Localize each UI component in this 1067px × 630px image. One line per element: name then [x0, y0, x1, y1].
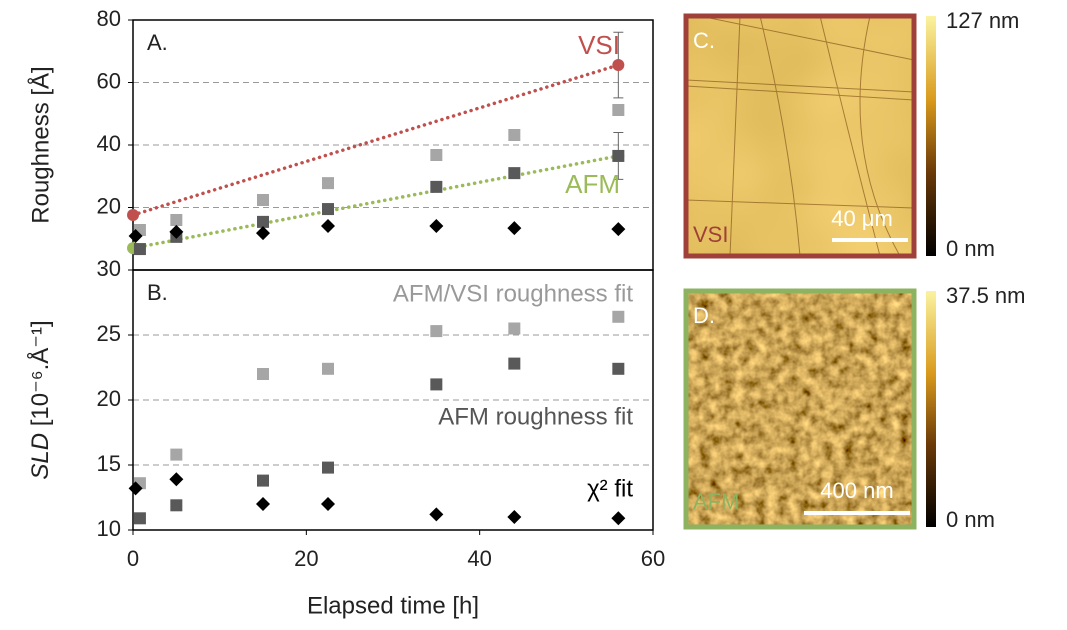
- marker: [257, 215, 269, 228]
- fit-line: [131, 154, 621, 250]
- y-axis-label: Roughness [Å]: [26, 66, 54, 223]
- image-label: AFM: [693, 489, 739, 514]
- image-c: C. VSI 40 μm 127 nm 0 nm: [683, 8, 1019, 261]
- marker: [257, 368, 269, 380]
- marker: [322, 362, 334, 375]
- marker: [429, 507, 444, 522]
- panel-label: D.: [693, 303, 715, 328]
- series-label: χ² fit: [587, 475, 633, 502]
- marker: [169, 224, 184, 239]
- marker: [170, 448, 183, 461]
- colorbar-min: 0 nm: [946, 236, 995, 261]
- image-d: D. AFM 400 nm 37.5 nm 0 nm: [683, 283, 1026, 532]
- marker: [322, 177, 334, 190]
- y-tick-label: 15: [97, 451, 121, 476]
- marker: [508, 167, 521, 180]
- marker: [430, 180, 443, 193]
- y-axis-label-unit: [10⁻⁶.Å⁻¹]: [26, 320, 54, 433]
- x-tick-label: 0: [127, 546, 139, 571]
- marker: [612, 59, 625, 71]
- marker: [612, 362, 625, 375]
- marker: [612, 104, 625, 116]
- image-border: [683, 13, 917, 259]
- colorbar-max: 37.5 nm: [946, 283, 1026, 308]
- marker: [322, 461, 334, 474]
- marker: [257, 194, 269, 206]
- x-tick-label: 20: [294, 546, 318, 571]
- scratches: [685, 15, 915, 257]
- y-tick-label: 10: [97, 516, 121, 541]
- panel-label: A.: [147, 30, 168, 55]
- marker: [321, 218, 335, 233]
- marker: [430, 325, 443, 338]
- x-axis-label: Elapsed time [h]: [307, 592, 479, 619]
- marker: [611, 511, 626, 526]
- colorbar-min: 0 nm: [946, 507, 995, 532]
- marker: [508, 322, 521, 335]
- marker: [133, 243, 146, 256]
- marker: [169, 472, 184, 487]
- image-border: [683, 288, 917, 530]
- marker: [507, 510, 522, 524]
- marker: [322, 203, 334, 216]
- series-label: AFM/VSI roughness fit: [393, 280, 633, 307]
- image-label: VSI: [693, 222, 728, 247]
- series-label: VSI: [578, 30, 620, 60]
- marker: [170, 214, 183, 226]
- panel-label: C.: [693, 28, 715, 53]
- marker: [128, 481, 143, 496]
- y-tick-label: 80: [97, 6, 121, 31]
- y-tick-label: 30: [97, 256, 121, 281]
- colorbar-max: 127 nm: [946, 8, 1019, 33]
- marker: [611, 222, 626, 237]
- marker: [128, 228, 143, 243]
- charts: 20 40 60 80 A. Roughness [Å] VSI AFM 10 15 20 25 30 0…: [26, 6, 665, 620]
- series-label: AFM roughness fit: [438, 403, 633, 430]
- marker: [612, 310, 625, 323]
- y-tick-label: 25: [97, 321, 121, 346]
- fit-line: [131, 63, 621, 217]
- marker: [321, 497, 335, 511]
- marker: [430, 149, 443, 161]
- marker: [256, 226, 270, 241]
- panel-label: B.: [147, 280, 168, 305]
- colorbar: [926, 291, 936, 527]
- scale-bar-label: 40 μm: [831, 206, 893, 231]
- marker: [257, 474, 269, 487]
- marker: [133, 512, 146, 525]
- marker: [256, 497, 270, 511]
- y-axis-label-italic: SLD: [27, 433, 54, 480]
- marker: [127, 209, 139, 221]
- marker: [429, 218, 444, 233]
- y-tick-label: 60: [97, 68, 121, 93]
- y-tick-label: 40: [97, 131, 121, 156]
- vsi-image: [686, 16, 914, 256]
- x-tick-label: 60: [641, 546, 665, 571]
- marker: [508, 129, 521, 141]
- y-axis-label: SLD [10⁻⁶.Å⁻¹]: [26, 320, 54, 479]
- marker: [170, 499, 183, 512]
- marker: [612, 149, 625, 162]
- x-tick-label: 40: [467, 546, 491, 571]
- scale-bar-label: 400 nm: [820, 478, 893, 503]
- afm-image: [686, 291, 914, 527]
- marker: [430, 378, 443, 391]
- series-label: AFM: [565, 169, 620, 199]
- marker: [507, 221, 522, 236]
- colorbar: [926, 16, 936, 256]
- y-tick-label: 20: [97, 386, 121, 411]
- plot-frame: [132, 269, 654, 531]
- marker: [508, 357, 521, 370]
- y-tick-label: 20: [97, 193, 121, 218]
